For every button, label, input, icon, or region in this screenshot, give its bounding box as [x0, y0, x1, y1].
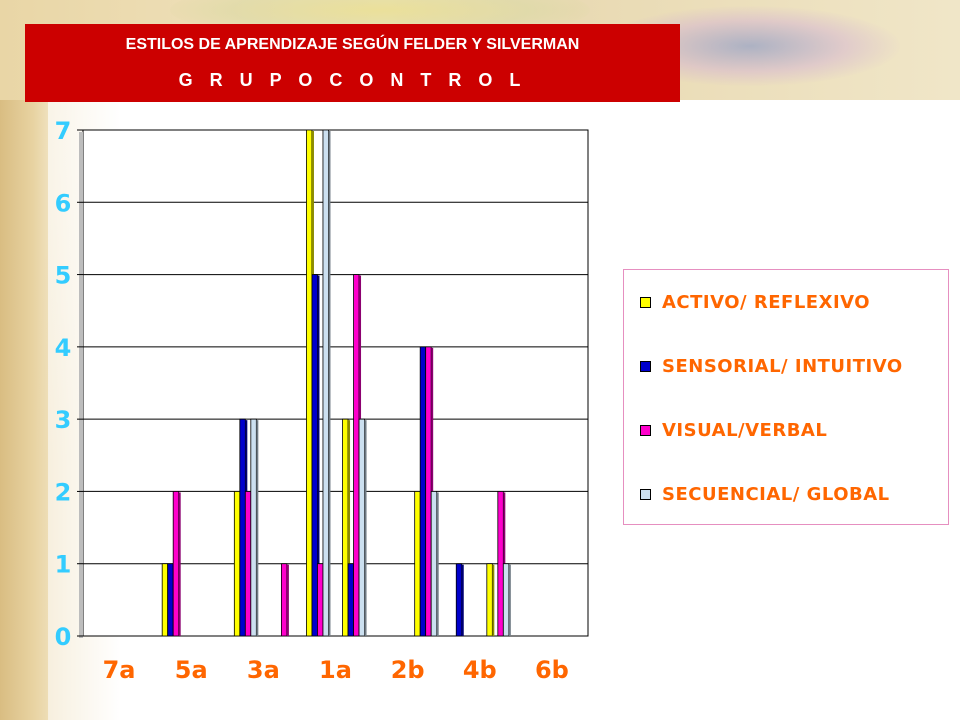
bar [322, 129, 329, 637]
chart-subtitle: G R U P O C O N T R O L [178, 70, 527, 90]
bar-side [256, 420, 259, 636]
y-tick-label: 7 [55, 117, 72, 145]
y-tick-label: 6 [55, 189, 72, 217]
bar [419, 346, 427, 637]
bar [306, 129, 313, 637]
bar [502, 563, 510, 637]
bar [353, 274, 360, 637]
bar-side [436, 492, 439, 636]
chart-legend: ACTIVO/ REFLEXIVO SENSORIAL/ INTUITIVO V… [623, 269, 949, 525]
bar [317, 563, 324, 637]
x-tick-label: 3a [247, 656, 280, 684]
bar-side [461, 564, 464, 636]
legend-swatch-visual-verbal [640, 425, 651, 436]
bar [425, 346, 432, 637]
bar [358, 418, 365, 637]
bar-side [178, 492, 181, 636]
bar-side [286, 564, 289, 636]
x-tick-label: 6b [535, 656, 569, 684]
bar [244, 491, 252, 637]
bar-side [328, 131, 331, 636]
bar-side [317, 275, 320, 636]
x-tick-label: 1a [319, 656, 352, 684]
y-tick-label: 0 [55, 623, 72, 651]
bar-side [508, 564, 511, 636]
bar [233, 491, 241, 637]
title-banner: ESTILOS DE APRENDIZAJE SEGÚN FELDER Y SI… [25, 24, 680, 102]
bar [172, 491, 180, 637]
legend-label-sensorial-intuitivo: SENSORIAL/ INTUITIVO [662, 356, 903, 377]
bar [280, 563, 288, 637]
plot-depth-edge [79, 132, 83, 638]
bar [342, 418, 349, 637]
bar [250, 418, 257, 637]
plot-area [82, 129, 589, 637]
bar [161, 563, 169, 637]
x-tick-label: 5a [175, 656, 208, 684]
bar-side [492, 564, 495, 636]
x-tick-label: 7a [103, 656, 136, 684]
bar [430, 491, 438, 637]
legend-label-secuencial-global: SECUENCIAL/ GLOBAL [662, 484, 890, 505]
bar [486, 563, 493, 637]
x-tick-label: 4b [463, 656, 497, 684]
y-tick-label: 4 [55, 334, 72, 362]
legend-swatch-sensorial-intuitivo [640, 361, 651, 372]
chart-title: ESTILOS DE APRENDIZAJE SEGÚN FELDER Y SI… [125, 36, 580, 53]
legend-label-activo-reflexivo: ACTIVO/ REFLEXIVO [662, 292, 871, 313]
background-left-strip [0, 0, 48, 720]
bar [311, 274, 318, 637]
bar-side [348, 420, 351, 636]
bar [414, 491, 421, 637]
bar [497, 491, 504, 637]
bar [239, 418, 246, 637]
bar [455, 563, 463, 637]
y-tick-label: 5 [55, 262, 72, 290]
y-tick-label: 2 [55, 478, 72, 506]
legend-swatch-activo-reflexivo [640, 297, 651, 308]
bar [167, 563, 174, 637]
legend-swatch-secuencial-global [640, 489, 651, 500]
y-tick-label: 3 [55, 406, 72, 434]
x-tick-label: 2b [391, 656, 425, 684]
y-tick-label: 1 [55, 551, 72, 579]
legend-label-visual-verbal: VISUAL/VERBAL [662, 420, 828, 441]
bar [347, 563, 354, 637]
bar-side [364, 420, 367, 636]
